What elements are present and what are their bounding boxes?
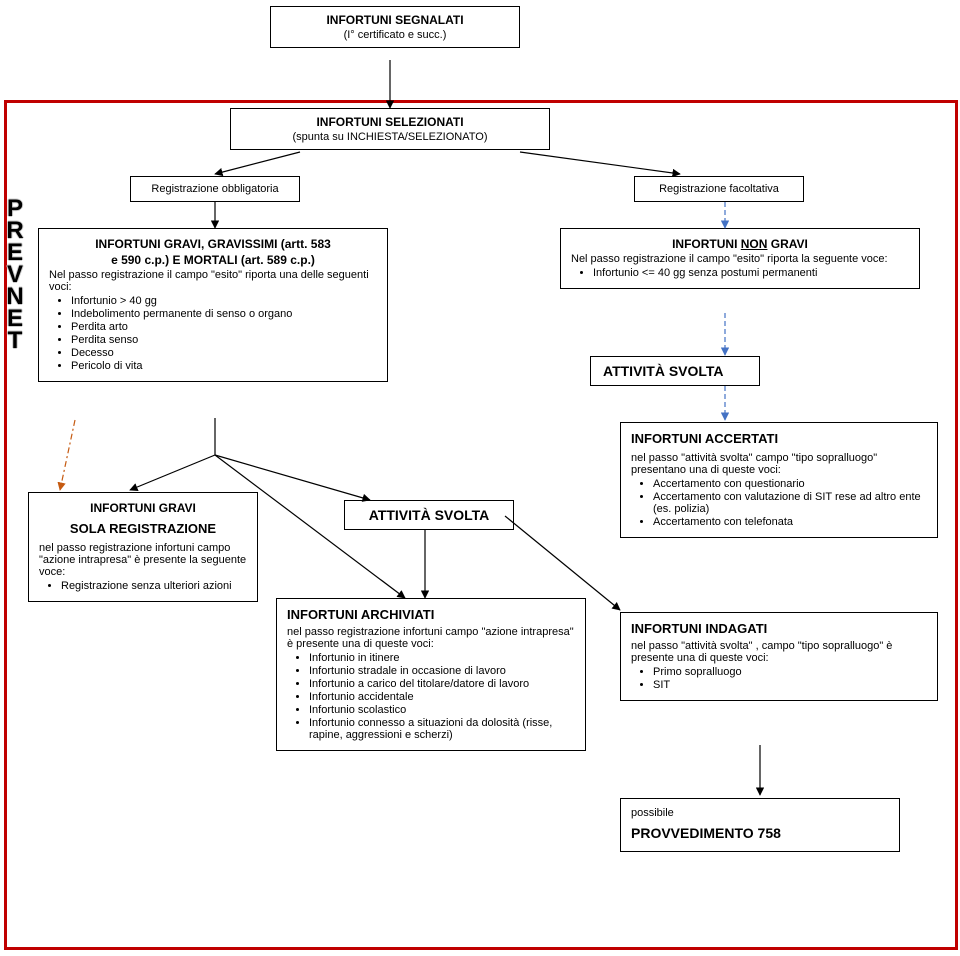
- segnalati-subtitle: (I° certificato e succ.): [283, 29, 507, 41]
- gravi-list: Infortunio > 40 gg Indebolimento permane…: [71, 295, 377, 372]
- box-reg-facolt: Registrazione facoltativa: [634, 176, 804, 202]
- box-gravi-sola: INFORTUNI GRAVI SOLA REGISTRAZIONE nel p…: [28, 492, 258, 602]
- non-gravi-intro: Nel passo registrazione il campo "esito"…: [571, 253, 909, 265]
- gravi-title-l2: e 590 c.p.) E MORTALI (art. 589 c.p.): [49, 253, 377, 267]
- archiviati-item: Infortunio stradale in occasione di lavo…: [309, 665, 575, 677]
- indagati-intro: nel passo "attività svolta" , campo "tip…: [631, 640, 927, 664]
- gravi-sola-item: Registrazione senza ulteriori azioni: [61, 580, 247, 592]
- accertati-item: Accertamento con questionario: [653, 478, 927, 490]
- selezionati-subtitle: (spunta su INCHIESTA/SELEZIONATO): [243, 131, 537, 143]
- accertati-title: INFORTUNI ACCERTATI: [631, 431, 927, 446]
- box-gravi-main: INFORTUNI GRAVI, GRAVISSIMI (artt. 583 e…: [38, 228, 388, 382]
- archiviati-item: Infortunio scolastico: [309, 704, 575, 716]
- archiviati-item: Infortunio accidentale: [309, 691, 575, 703]
- gravi-item: Indebolimento permanente di senso o orga…: [71, 308, 377, 320]
- gravi-item: Pericolo di vita: [71, 360, 377, 372]
- gravi-intro: Nel passo registrazione il campo "esito"…: [49, 269, 377, 293]
- non-gravi-title: INFORTUNI NON GRAVI: [571, 237, 909, 251]
- indagati-item: Primo sopralluogo: [653, 666, 927, 678]
- non-gravi-list: Infortunio <= 40 gg senza postumi perman…: [593, 267, 909, 279]
- gravi-item: Decesso: [71, 347, 377, 359]
- archiviati-item: Infortunio connesso a situazioni da dolo…: [309, 717, 575, 741]
- provvedimento-label: possibile: [631, 807, 889, 819]
- provvedimento-title: PROVVEDIMENTO 758: [631, 825, 889, 841]
- archiviati-title: INFORTUNI ARCHIVIATI: [287, 607, 575, 622]
- gravi-title-l1: INFORTUNI GRAVI, GRAVISSIMI (artt. 583: [49, 237, 377, 251]
- box-provvedimento: possibile PROVVEDIMENTO 758: [620, 798, 900, 852]
- box-non-gravi: INFORTUNI NON GRAVI Nel passo registrazi…: [560, 228, 920, 289]
- accertati-item: Accertamento con telefonata: [653, 516, 927, 528]
- gravi-sola-title1: INFORTUNI GRAVI: [39, 501, 247, 515]
- indagati-title: INFORTUNI INDAGATI: [631, 621, 927, 636]
- gravi-item: Infortunio > 40 gg: [71, 295, 377, 307]
- archiviati-intro: nel passo registrazione infortuni campo …: [287, 626, 575, 650]
- prevnet-label: PREVNET: [6, 198, 24, 352]
- box-accertati: INFORTUNI ACCERTATI nel passo "attività …: [620, 422, 938, 538]
- gravi-item: Perdita senso: [71, 334, 377, 346]
- accertati-intro: nel passo "attività svolta" campo "tipo …: [631, 452, 927, 476]
- box-reg-obblig: Registrazione obbligatoria: [130, 176, 300, 202]
- attivita-mid-text: ATTIVITÀ SVOLTA: [369, 507, 490, 523]
- indagati-item: SIT: [653, 679, 927, 691]
- box-attivita-mid: ATTIVITÀ SVOLTA: [344, 500, 514, 530]
- archiviati-item: Infortunio in itinere: [309, 652, 575, 664]
- gravi-sola-title2: SOLA REGISTRAZIONE: [39, 521, 247, 536]
- box-indagati: INFORTUNI INDAGATI nel passo "attività s…: [620, 612, 938, 701]
- accertati-list: Accertamento con questionario Accertamen…: [653, 478, 927, 528]
- box-selezionati: INFORTUNI SELEZIONATI (spunta su INCHIES…: [230, 108, 550, 150]
- box-archiviati: INFORTUNI ARCHIVIATI nel passo registraz…: [276, 598, 586, 751]
- box-attivita-right: ATTIVITÀ SVOLTA: [590, 356, 760, 386]
- box-segnalati: INFORTUNI SEGNALATI (I° certificato e su…: [270, 6, 520, 48]
- non-gravi-item: Infortunio <= 40 gg senza postumi perman…: [593, 267, 909, 279]
- reg-obblig-text: Registrazione obbligatoria: [151, 183, 278, 195]
- gravi-item: Perdita arto: [71, 321, 377, 333]
- segnalati-title: INFORTUNI SEGNALATI: [283, 13, 507, 27]
- selezionati-title: INFORTUNI SELEZIONATI: [243, 115, 537, 129]
- gravi-sola-list: Registrazione senza ulteriori azioni: [61, 580, 247, 592]
- accertati-item: Accertamento con valutazione di SIT rese…: [653, 491, 927, 515]
- archiviati-list: Infortunio in itinere Infortunio stradal…: [309, 652, 575, 741]
- reg-facolt-text: Registrazione facoltativa: [659, 183, 779, 195]
- archiviati-item: Infortunio a carico del titolare/datore …: [309, 678, 575, 690]
- attivita-right-text: ATTIVITÀ SVOLTA: [603, 363, 724, 379]
- indagati-list: Primo sopralluogo SIT: [653, 666, 927, 691]
- gravi-sola-intro: nel passo registrazione infortuni campo …: [39, 542, 247, 578]
